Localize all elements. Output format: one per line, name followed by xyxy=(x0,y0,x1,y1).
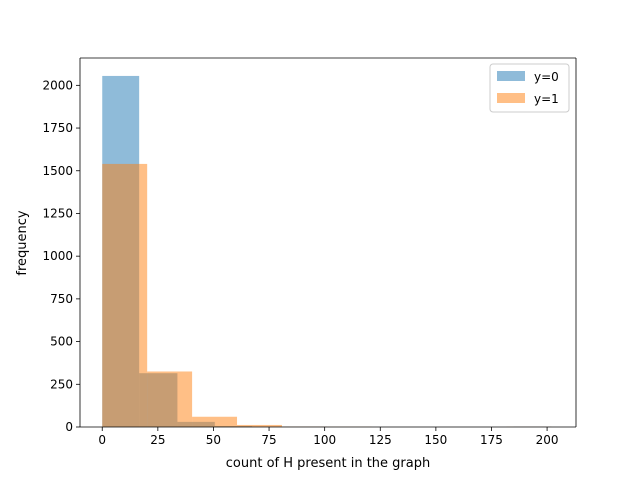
y-tick-label: 2000 xyxy=(42,78,73,92)
y-tick-label: 500 xyxy=(50,335,73,349)
x-axis-label: count of H present in the graph xyxy=(226,456,430,471)
legend-swatch-series-1 xyxy=(497,71,525,81)
x-tick-label: 200 xyxy=(536,433,559,447)
y-axis-label: frequency xyxy=(15,210,30,276)
histogram-bar-series-2-bin-2 xyxy=(147,371,192,427)
y-tick-label: 250 xyxy=(50,377,73,391)
y-tick-label: 1250 xyxy=(42,206,73,220)
x-tick-label: 100 xyxy=(313,433,336,447)
legend-swatch-series-2 xyxy=(497,93,525,103)
legend-label-series-1: y=0 xyxy=(534,70,559,84)
x-tick-label: 0 xyxy=(98,433,106,447)
y-tick-label: 1750 xyxy=(42,121,73,135)
y-tick-label: 750 xyxy=(50,292,73,306)
x-tick-label: 150 xyxy=(424,433,447,447)
histogram-bar-series-2-bin-1 xyxy=(102,164,147,427)
x-tick-label: 25 xyxy=(150,433,165,447)
x-tick-label: 125 xyxy=(369,433,392,447)
legend: y=0 y=1 xyxy=(490,64,569,112)
x-tick-label: 75 xyxy=(261,433,276,447)
y-tick-label: 1000 xyxy=(42,249,73,263)
legend-label-series-2: y=1 xyxy=(534,92,559,106)
x-tick-label: 50 xyxy=(206,433,221,447)
histogram-bar-series-2-bin-3 xyxy=(192,417,237,427)
x-tick-label: 175 xyxy=(480,433,503,447)
y-tick-label: 0 xyxy=(65,420,73,434)
y-tick-label: 1500 xyxy=(42,164,73,178)
